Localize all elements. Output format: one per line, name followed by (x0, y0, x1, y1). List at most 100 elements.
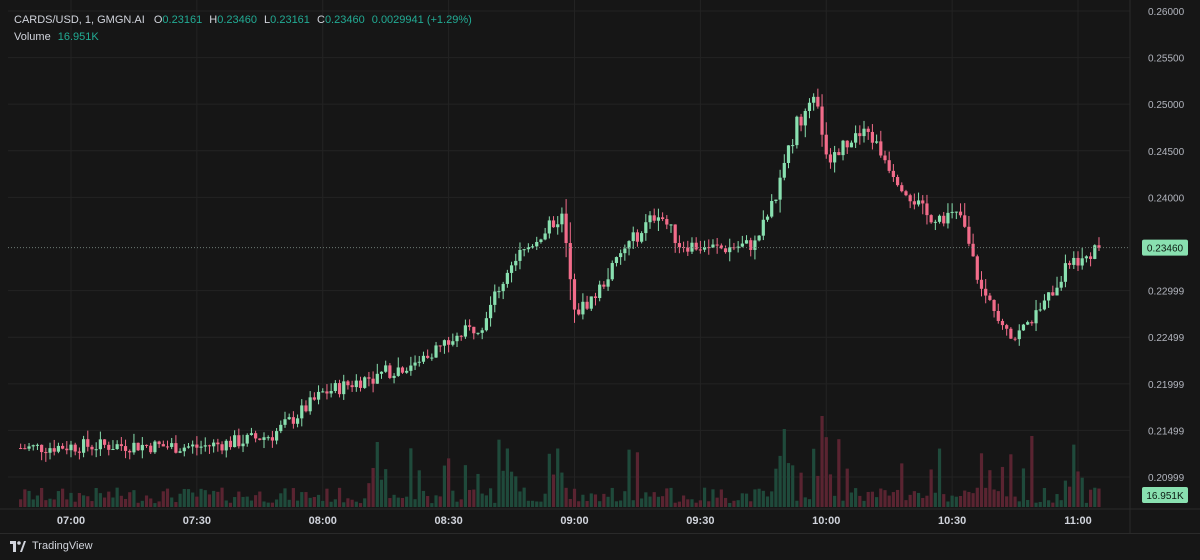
volume-bar (304, 492, 308, 507)
volume-bar (1034, 502, 1038, 507)
candle-body (434, 345, 438, 358)
candle-body (547, 220, 551, 234)
candle-body (371, 378, 375, 384)
candle-body (178, 451, 182, 453)
volume-bar (665, 488, 669, 507)
candle-body (165, 446, 170, 448)
brand-name: TradingView (32, 540, 93, 552)
candle-body (522, 249, 526, 251)
volume-bar (48, 498, 52, 507)
tradingview-brand[interactable]: TradingView (10, 540, 93, 552)
candle-body (887, 160, 891, 171)
candle-body (342, 381, 346, 395)
candle-body (875, 141, 879, 143)
candle-body (102, 439, 107, 445)
volume-bar (115, 487, 119, 507)
candle-body (786, 145, 791, 163)
time-tick-label: 08:00 (309, 515, 337, 527)
candle-body (463, 325, 468, 337)
volume-bar (31, 499, 35, 507)
candle-body (262, 437, 266, 440)
candle-body (81, 439, 86, 453)
candle-body (749, 240, 753, 250)
volume-bar (23, 489, 27, 507)
candle-body (56, 445, 61, 452)
candle-body (598, 284, 602, 299)
candle-body (661, 217, 665, 220)
chart-canvas[interactable]: 0.26000 0.25500 0.25000 0.24500 0.24000 0.229… (0, 0, 1200, 533)
volume-bar (526, 500, 530, 507)
volume-bar (392, 494, 396, 507)
volume-bar (963, 490, 967, 507)
volume-bar (1017, 501, 1021, 507)
candle-body (216, 442, 220, 445)
volume-bar (937, 448, 942, 507)
candle-body (295, 418, 300, 424)
candle-body (665, 219, 669, 225)
volume-bar (174, 502, 178, 507)
volume-bar (459, 499, 463, 507)
volume-bar (1093, 487, 1097, 507)
volume-bar (111, 497, 115, 507)
volume-bar (702, 487, 707, 507)
volume-bar (56, 491, 61, 507)
volume-bar (308, 497, 312, 507)
volume-bar (656, 496, 661, 507)
candle-body (954, 211, 958, 213)
candle-body (946, 212, 950, 224)
volume-bar (149, 498, 153, 507)
candle-body (883, 155, 887, 161)
volume-bar (191, 492, 195, 507)
volume-bar (1084, 502, 1088, 507)
volume-bar (723, 497, 728, 507)
volume-bar (728, 502, 732, 507)
time-tick-label: 07:00 (57, 515, 85, 527)
volume-bar (61, 488, 65, 507)
volume-bar (862, 500, 866, 507)
volume-bar (283, 488, 287, 507)
candle-body (543, 233, 547, 240)
volume-bar (971, 493, 975, 507)
volume-bar (904, 500, 908, 507)
candle-body (828, 154, 833, 163)
candle-body (337, 383, 342, 395)
candle-body (929, 215, 933, 223)
volume-bar (652, 492, 656, 507)
candle-body (803, 110, 807, 126)
volume-bar (270, 502, 274, 507)
volume-bar (514, 476, 518, 507)
volume-bar (86, 496, 90, 507)
candle-body (824, 134, 828, 155)
volume-bar (451, 490, 455, 507)
last-price-badge (1142, 239, 1188, 256)
volume-bar (929, 469, 933, 507)
candle-body (501, 283, 505, 292)
candle-body (858, 133, 862, 137)
candle-body (308, 397, 312, 412)
low-value: 0.23161 (270, 14, 310, 26)
volume-bar (946, 501, 950, 507)
volume-bar (715, 497, 719, 507)
volume-bar (1026, 499, 1030, 507)
candle-body (1038, 309, 1042, 311)
candle-body (564, 213, 568, 244)
candle-body (551, 220, 556, 228)
volume-bar (1013, 496, 1017, 507)
candle-body (619, 253, 623, 258)
candle-body (237, 435, 241, 447)
volume-bar (44, 500, 48, 507)
volume-bar (102, 497, 107, 507)
volume-bar (1000, 466, 1005, 507)
candle-body (98, 439, 102, 450)
price-tick-label: 0.24500 (1148, 147, 1185, 158)
volume-bar (342, 502, 346, 507)
volume-bar (463, 465, 468, 507)
candle-body (233, 435, 237, 448)
volume-bar (316, 494, 321, 507)
volume-bar (619, 500, 623, 507)
volume-bar (52, 499, 56, 507)
volume-bar (468, 489, 472, 507)
volume-bar (875, 497, 879, 507)
volume-bar (900, 463, 904, 507)
